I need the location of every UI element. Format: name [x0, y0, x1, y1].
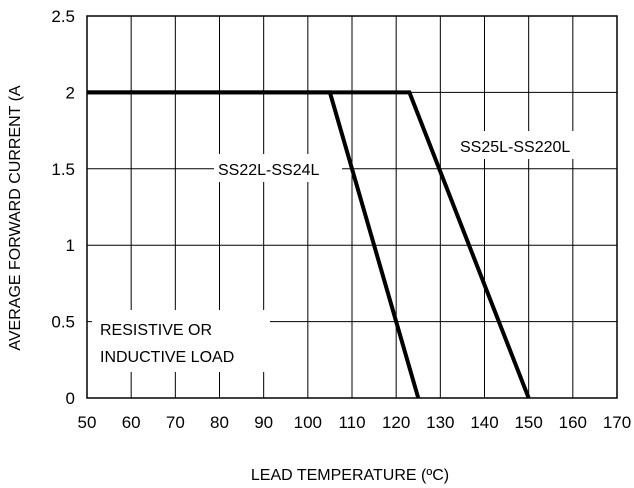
plot-frame [86, 15, 618, 399]
load-annotation-line2: INDUCTIVE LOAD [100, 349, 234, 366]
x-tick-label: 120 [382, 413, 410, 432]
y-tick-label: 2.5 [51, 7, 75, 26]
y-tick-label: 1 [66, 236, 75, 255]
x-tick-label: 110 [338, 413, 365, 432]
series-label-bg-1 [214, 154, 342, 182]
x-tick-label: 140 [470, 413, 498, 432]
x-tick-label: 160 [559, 413, 587, 432]
y-tick-label: 0 [66, 389, 75, 408]
x-tick-label: 130 [426, 413, 454, 432]
x-tick-label: 80 [210, 413, 229, 432]
x-tick-label: 170 [603, 413, 631, 432]
y-axis-title: AVERAGE FORWARD CURRENT (A [7, 85, 24, 351]
series-label-bg-2 [456, 131, 596, 159]
load-annotation: RESISTIVE OR INDUCTIVE LOAD [92, 310, 270, 372]
series-labels: SS22L-SS24L SS25L-SS220L [214, 131, 596, 182]
x-tick-label: 60 [122, 413, 141, 432]
y-tick-label: 0.5 [51, 313, 75, 332]
series-line-2 [87, 90, 531, 399]
x-tick-label: 70 [166, 413, 185, 432]
series-lines [87, 90, 531, 399]
series-label-ss25l: SS25L-SS220L [460, 139, 570, 156]
load-annotation-line1: RESISTIVE OR [100, 322, 212, 339]
axes: LEAD TEMPERATURE (ºC) AVERAGE FORWARD CU… [7, 85, 449, 484]
tick-labels: 50 60 70 80 90 100 110 120 130 140 150 160 170 0 0.5 1 1… [51, 7, 631, 432]
y-tick-label: 2 [66, 83, 75, 102]
x-tick-label: 50 [78, 413, 97, 432]
x-tick-label: 90 [254, 413, 273, 432]
x-tick-label: 100 [294, 413, 322, 432]
x-axis-title: LEAD TEMPERATURE (ºC) [251, 467, 449, 484]
y-tick-label: 1.5 [51, 160, 75, 179]
x-tick-label: 150 [514, 413, 542, 432]
load-annotation-bg [92, 310, 270, 372]
series-label-ss22l: SS22L-SS24L [218, 162, 320, 179]
